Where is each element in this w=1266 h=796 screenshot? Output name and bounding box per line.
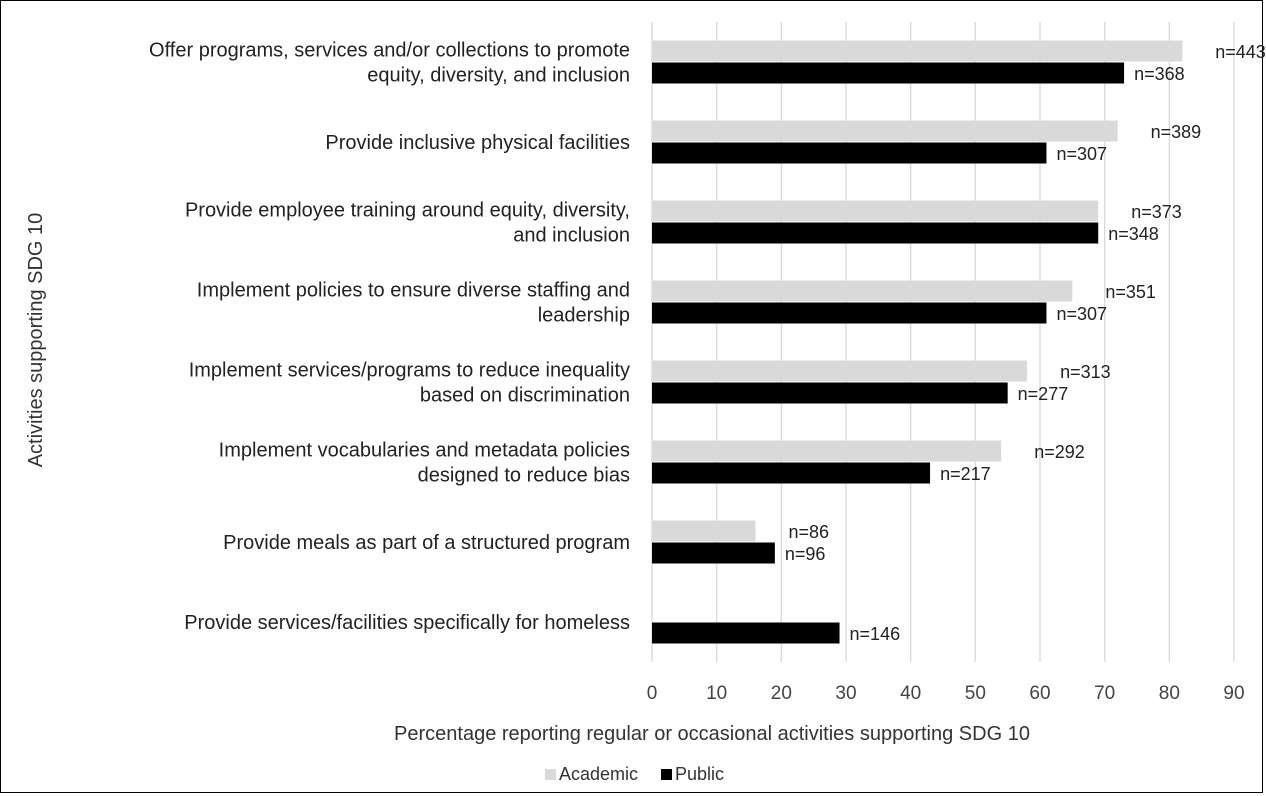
academic-legend-swatch: [545, 769, 556, 780]
public-bar: [652, 142, 1047, 164]
category-label: Provide employee training around equity,…: [185, 200, 630, 222]
category-label: designed to reduce bias: [418, 465, 630, 487]
academic-bar: [652, 280, 1073, 302]
y-axis-title: Activities supporting SDG 10: [25, 213, 47, 468]
academic-bar: [652, 440, 1002, 462]
x-tick-label: 70: [1094, 683, 1115, 704]
data-label: n=313: [1060, 362, 1111, 382]
data-label: n=348: [1108, 224, 1159, 244]
category-labels: Offer programs, services and/or collecti…: [149, 40, 630, 635]
academic-bar: [652, 200, 1099, 222]
category-label: Implement policies to ensure diverse sta…: [197, 280, 630, 302]
data-label: n=96: [785, 544, 826, 564]
data-label: n=373: [1131, 202, 1182, 222]
data-label: n=292: [1034, 442, 1085, 462]
data-label: n=277: [1018, 384, 1069, 404]
academic-bar: [652, 40, 1183, 62]
academic-bar: [652, 360, 1028, 382]
public-bar: [652, 382, 1008, 404]
x-tick-label: 60: [1029, 683, 1050, 704]
legend: Academic Public: [545, 764, 724, 784]
data-label: n=146: [850, 624, 901, 644]
x-tick-label: 80: [1159, 683, 1180, 704]
category-label: Implement vocabularies and metadata poli…: [219, 440, 630, 462]
data-label: n=368: [1134, 64, 1185, 84]
category-label: based on discrimination: [420, 385, 630, 407]
x-tick-labels: 0 10 20 30 40 50 60 70 80 90: [647, 683, 1245, 704]
category-label: leadership: [538, 305, 630, 327]
x-axis-title: Percentage reporting regular or occasion…: [394, 723, 1030, 745]
category-label: Provide services/facilities specifically…: [184, 612, 630, 634]
bars: n=443n=368n=389n=307n=373n=348n=351n=307…: [652, 40, 1266, 644]
academic-bar: [652, 120, 1118, 142]
public-bar: [652, 462, 931, 484]
x-tick-label: 50: [965, 683, 986, 704]
x-tick-label: 0: [647, 683, 658, 704]
x-tick-label: 20: [771, 683, 792, 704]
public-bar: [652, 302, 1047, 324]
data-label: n=307: [1056, 144, 1107, 164]
x-tick-label: 90: [1223, 683, 1244, 704]
public-bar: [652, 222, 1099, 244]
data-label: n=351: [1105, 282, 1156, 302]
category-label: Provide meals as part of a structured pr…: [223, 532, 630, 554]
public-legend-swatch: [661, 769, 672, 780]
data-label: n=443: [1215, 42, 1266, 62]
x-tick-label: 10: [706, 683, 727, 704]
gridlines: [651, 22, 1235, 662]
data-label: n=389: [1151, 122, 1202, 142]
category-label: Implement services/programs to reduce in…: [189, 360, 630, 382]
category-label: Offer programs, services and/or collecti…: [149, 40, 630, 62]
data-label: n=307: [1056, 304, 1107, 324]
public-bar: [652, 62, 1125, 84]
public-bar: [652, 622, 840, 644]
x-tick-label: 30: [835, 683, 856, 704]
category-label: Provide inclusive physical facilities: [325, 132, 630, 154]
data-label: n=86: [788, 522, 829, 542]
category-label: and inclusion: [513, 225, 630, 247]
academic-bar: [652, 520, 756, 542]
public-bar: [652, 542, 775, 564]
category-label: equity, diversity, and inclusion: [367, 65, 630, 87]
x-tick-label: 40: [900, 683, 921, 704]
academic-legend-label: Academic: [559, 764, 638, 784]
data-label: n=217: [940, 464, 991, 484]
public-legend-label: Public: [675, 764, 724, 784]
